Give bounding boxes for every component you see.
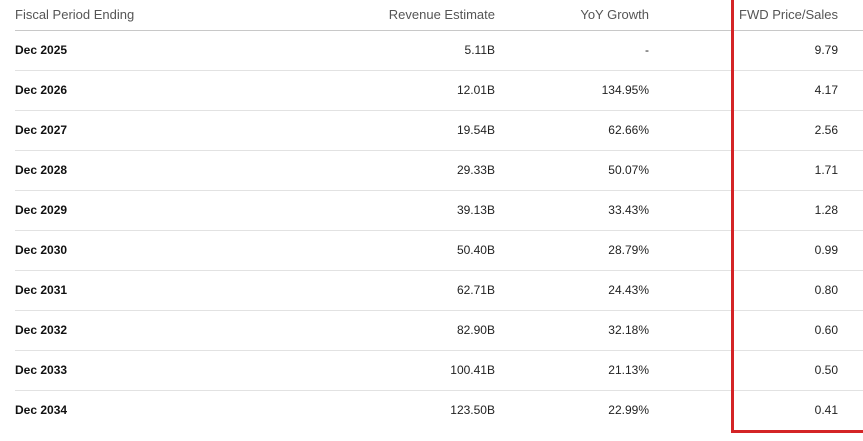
row-spacer: [0, 230, 15, 270]
cell-fwd-price-sales: 9.79: [649, 30, 863, 71]
table-row: Dec 2028 29.33B 50.07% 1.71: [0, 150, 863, 191]
cell-fiscal-period: Dec 2026: [15, 70, 315, 111]
row-spacer: [0, 30, 15, 70]
cell-revenue-estimate: 123.50B: [450, 403, 495, 418]
cell-revenue-estimate: 50.40B: [315, 230, 497, 271]
row-spacer: [0, 190, 15, 230]
cell-fiscal-period: Dec 2027: [15, 110, 315, 151]
cell-fiscal-period: Dec 2030: [15, 230, 315, 271]
table-header: Fiscal Period Ending Revenue Estimate Yo…: [0, 0, 863, 31]
cell-fwd-price-sales: 1.71: [649, 150, 863, 191]
cell-fwd-price-sales: 2.56: [649, 110, 863, 151]
cell-fiscal-period: Dec 2031: [15, 270, 315, 311]
column-header-yoy-growth[interactable]: YoY Growth: [497, 0, 649, 31]
row-spacer: [0, 150, 15, 190]
cell-yoy-growth: 21.13%: [497, 350, 649, 391]
cell-fwd-price-sales: 0.41: [814, 403, 838, 418]
table-row: Dec 2032 82.90B 32.18% 0.60: [0, 310, 863, 351]
row-spacer: [0, 310, 15, 350]
cell-fwd-price-sales: 4.17: [649, 70, 863, 111]
table-row: Dec 2026 12.01B 134.95% 4.17: [0, 70, 863, 111]
table-row: Dec 2025 5.11B -9.79: [0, 30, 863, 71]
column-header-fwd-price-sales[interactable]: FWD Price/Sales: [649, 0, 863, 31]
cell-revenue-estimate: 29.33B: [315, 150, 497, 191]
table-row: Dec 2031 62.71B 24.43% 0.80: [0, 270, 863, 311]
cell-revenue-estimate: 62.71B: [315, 270, 497, 311]
table-row: Dec 2030 50.40B 28.79% 0.99: [0, 230, 863, 271]
cell-yoy-growth: 24.43%: [497, 270, 649, 311]
cell-fiscal-period: Dec 2033: [15, 350, 315, 391]
cell-fwd-price-sales: 0.60: [649, 310, 863, 351]
table-row: Dec 2033 100.41B 21.13% 0.50: [0, 350, 863, 391]
cell-revenue-estimate: 100.41B: [315, 350, 497, 391]
table-row: Dec 2029 39.13B 33.43% 1.28: [0, 190, 863, 231]
header-spacer: [0, 0, 15, 30]
row-spacer: [0, 350, 15, 390]
cell-yoy-growth: 32.18%: [497, 310, 649, 351]
cell-fiscal-period: Dec 2032: [15, 310, 315, 351]
cell-fwd-price-sales: 0.80: [649, 270, 863, 311]
row-spacer: [0, 270, 15, 310]
cell-yoy-growth: 62.66%: [497, 110, 649, 151]
cell-fwd-price-sales: 0.99: [649, 230, 863, 271]
table-body: Dec 2025 5.11B -9.79 Dec 2026 12.01B 134.95% 4…: [0, 30, 863, 430]
revenue-estimates-table: Fiscal Period Ending Revenue Estimate Yo…: [0, 0, 863, 430]
cell-fiscal-period: Dec 2034: [15, 403, 68, 418]
row-spacer: [0, 70, 15, 110]
column-header-fiscal-period[interactable]: Fiscal Period Ending: [15, 0, 315, 31]
revenue-estimates-table-wrapper: Fiscal Period Ending Revenue Estimate Yo…: [0, 0, 863, 430]
cell-fiscal-period: Dec 2029: [15, 190, 315, 231]
cell-fwd-price-sales: 0.50: [649, 350, 863, 391]
cell-revenue-estimate: 5.11B: [315, 30, 497, 71]
column-header-revenue-estimate[interactable]: Revenue Estimate: [315, 0, 497, 31]
cell-yoy-growth: 28.79%: [497, 230, 649, 271]
cell-yoy-growth: 22.99%: [608, 403, 649, 418]
header-row: Fiscal Period Ending Revenue Estimate Yo…: [0, 0, 863, 31]
row-spacer: [0, 110, 15, 150]
cell-revenue-estimate: 19.54B: [315, 110, 497, 151]
cell-fiscal-period: Dec 2025: [15, 30, 315, 71]
cell-yoy-growth: 134.95%: [497, 70, 649, 111]
cell-yoy-growth: 33.43%: [497, 190, 649, 231]
cell-yoy-growth: 50.07%: [497, 150, 649, 191]
cell-fiscal-period: Dec 2028: [15, 150, 315, 191]
cell-revenue-estimate: 39.13B: [315, 190, 497, 231]
cell-yoy-growth: -: [497, 30, 649, 71]
table-row: Dec 2027 19.54B 62.66% 2.56: [0, 110, 863, 151]
cell-revenue-estimate: 12.01B: [315, 70, 497, 111]
table-row: Dec 2034 123.50B 22.99% 0.41: [0, 390, 863, 430]
cell-fwd-price-sales: 1.28: [649, 190, 863, 231]
cell-revenue-estimate: 82.90B: [315, 310, 497, 351]
row-spacer: [0, 390, 15, 430]
